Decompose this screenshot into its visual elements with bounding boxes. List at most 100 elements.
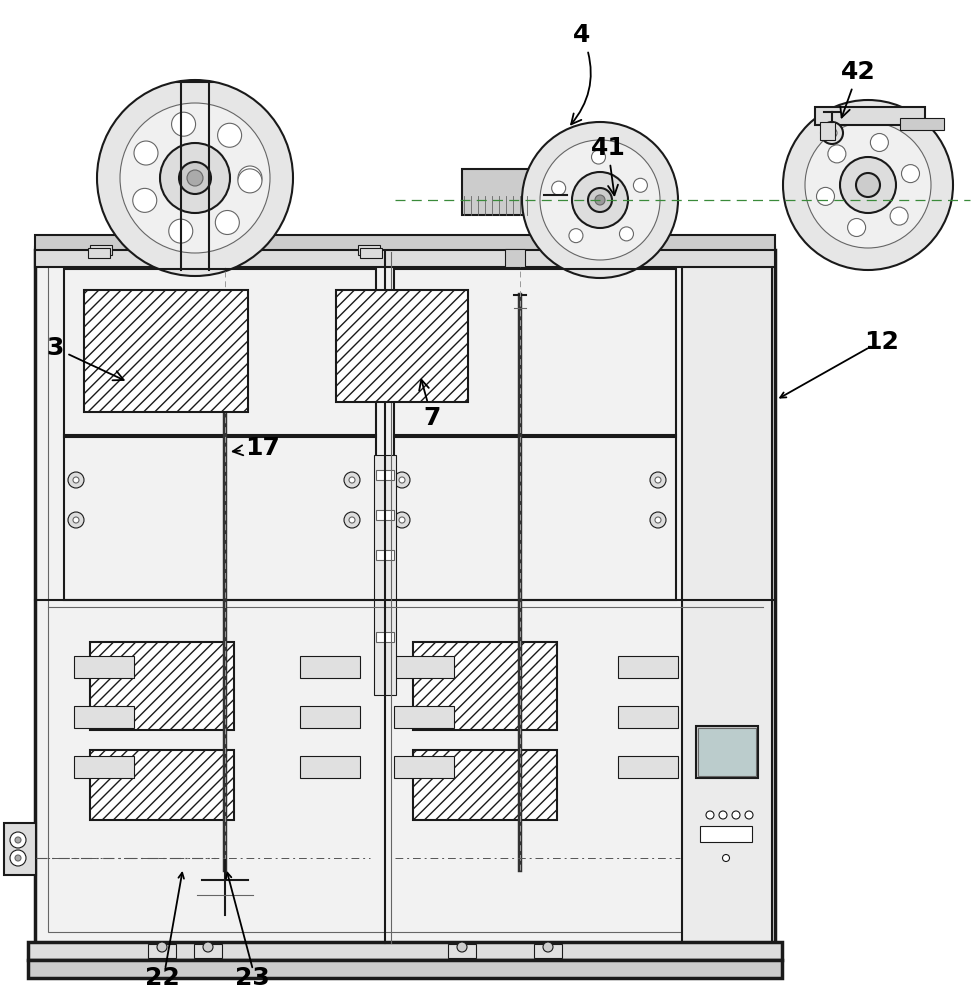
Bar (505, 249, 525, 267)
Circle shape (706, 811, 714, 819)
Bar (35, 247, 775, 267)
Text: 17: 17 (233, 436, 281, 460)
Bar (448, 944, 476, 958)
Circle shape (97, 80, 293, 276)
Circle shape (783, 100, 953, 270)
Circle shape (120, 103, 270, 253)
Bar (300, 756, 360, 778)
Circle shape (569, 229, 583, 243)
Bar (35, 235, 775, 250)
Bar (182, 249, 202, 267)
Circle shape (218, 123, 242, 147)
Circle shape (203, 942, 213, 952)
Text: 22: 22 (145, 966, 180, 990)
Circle shape (133, 188, 156, 212)
Bar (376, 550, 394, 560)
Bar (413, 642, 557, 730)
Bar (90, 245, 112, 255)
Circle shape (848, 219, 865, 237)
Bar (394, 656, 454, 678)
Circle shape (540, 140, 660, 260)
Circle shape (399, 477, 405, 483)
Circle shape (73, 477, 79, 483)
Circle shape (73, 517, 79, 523)
Circle shape (722, 854, 729, 861)
Text: 41: 41 (590, 136, 625, 195)
Bar (48, 264, 762, 932)
Bar (300, 706, 360, 728)
Circle shape (821, 122, 843, 144)
Bar (413, 750, 557, 820)
Circle shape (238, 169, 262, 193)
Circle shape (10, 850, 26, 866)
Bar (336, 290, 468, 402)
Bar (618, 656, 678, 678)
Bar (374, 455, 396, 695)
Bar (698, 728, 756, 776)
Bar (700, 826, 752, 842)
Bar (28, 960, 782, 978)
Bar (376, 510, 394, 520)
Circle shape (344, 472, 360, 488)
Bar (194, 944, 222, 958)
Circle shape (160, 143, 230, 213)
Text: 23: 23 (235, 966, 269, 990)
Bar (4, 823, 36, 875)
Circle shape (572, 172, 628, 228)
Circle shape (238, 166, 262, 190)
Circle shape (588, 188, 612, 212)
Circle shape (349, 477, 355, 483)
Circle shape (216, 210, 239, 234)
Circle shape (522, 122, 678, 278)
Bar (618, 756, 678, 778)
Circle shape (901, 165, 920, 183)
Circle shape (15, 855, 21, 861)
Circle shape (827, 128, 837, 138)
Circle shape (172, 112, 195, 136)
Bar (84, 290, 248, 412)
Circle shape (591, 150, 606, 164)
Bar (696, 726, 758, 778)
Bar (90, 750, 234, 820)
Bar (900, 118, 944, 130)
Circle shape (650, 472, 666, 488)
Text: 7: 7 (419, 380, 441, 430)
Bar (74, 706, 134, 728)
Circle shape (457, 942, 467, 952)
Bar (360, 248, 382, 258)
Circle shape (870, 133, 888, 151)
Bar (28, 942, 782, 960)
Bar (682, 253, 772, 943)
Bar (35, 250, 775, 945)
Bar (815, 107, 925, 125)
Circle shape (543, 942, 553, 952)
Circle shape (619, 227, 633, 241)
Circle shape (179, 162, 211, 194)
Circle shape (344, 512, 360, 528)
Circle shape (745, 811, 753, 819)
Bar (358, 245, 380, 255)
Circle shape (732, 811, 740, 819)
Circle shape (169, 219, 193, 243)
Circle shape (68, 472, 84, 488)
Circle shape (157, 942, 167, 952)
Circle shape (817, 187, 834, 205)
Bar (394, 756, 454, 778)
Bar (618, 706, 678, 728)
Bar (74, 756, 134, 778)
Circle shape (856, 173, 880, 197)
Bar (462, 169, 544, 215)
Text: 4: 4 (571, 23, 590, 124)
Bar (394, 706, 454, 728)
Bar (74, 656, 134, 678)
Text: 12: 12 (864, 330, 899, 354)
Bar (820, 122, 835, 140)
Circle shape (655, 517, 661, 523)
Bar (64, 269, 376, 437)
Bar (90, 642, 234, 730)
Bar (394, 435, 676, 600)
Text: 3: 3 (47, 336, 123, 380)
Circle shape (595, 195, 605, 205)
Circle shape (15, 837, 21, 843)
Circle shape (134, 141, 158, 165)
